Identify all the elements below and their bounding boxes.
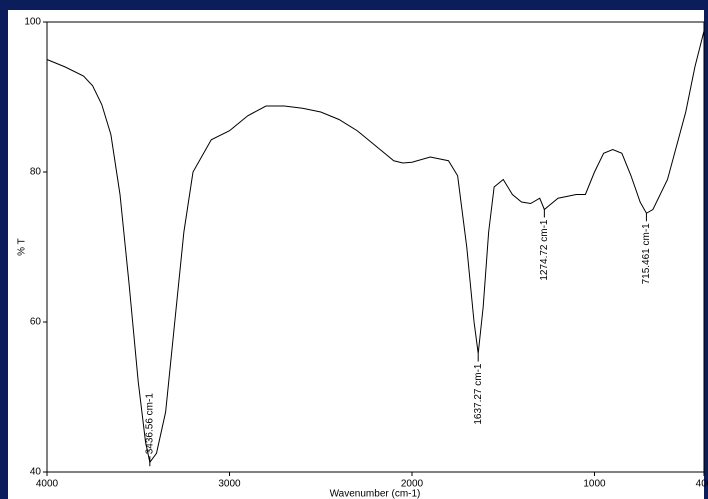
peak-label: 3436.56 cm-1 [144, 393, 155, 455]
peak-label: 1637.27 cm-1 [473, 363, 484, 425]
x-tick-label: 4000 [36, 479, 59, 490]
peak-label: 1274.72 cm-1 [539, 219, 550, 281]
y-tick-label: 100 [24, 17, 41, 28]
x-tick-label: 1000 [583, 479, 606, 490]
plot-frame [46, 21, 705, 473]
x-axis-label: Wavenumber (cm-1) [330, 489, 421, 499]
peak-label: 715.461 cm-1 [641, 223, 652, 285]
y-tick-label: 40 [30, 467, 42, 478]
x-tick-label: 2000 [401, 479, 424, 490]
chart-background [8, 10, 704, 499]
spectrum-line [46, 30, 705, 464]
x-tick-label: 400 [696, 479, 708, 490]
y-tick-label: 60 [30, 317, 42, 328]
x-tick-label: 3000 [218, 479, 241, 490]
y-axis-label: % T [17, 238, 28, 256]
y-tick-label: 80 [30, 167, 42, 178]
